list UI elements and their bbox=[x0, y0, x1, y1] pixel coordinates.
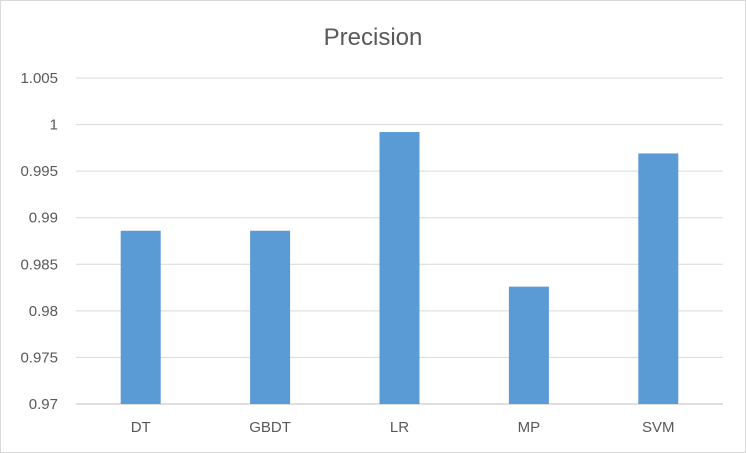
y-tick-label: 0.97 bbox=[29, 396, 58, 413]
x-tick-label-svm: SVM bbox=[642, 419, 675, 436]
bar-svm bbox=[638, 153, 679, 404]
x-tick-label-gbdt: GBDT bbox=[249, 419, 291, 436]
y-tick-label: 0.99 bbox=[29, 210, 58, 227]
bar-dt bbox=[120, 230, 161, 404]
y-tick-label: 1.005 bbox=[20, 70, 58, 87]
bar-lr bbox=[379, 132, 420, 404]
x-tick-label-dt: DT bbox=[131, 419, 151, 436]
y-tick-label: 0.985 bbox=[20, 256, 58, 273]
y-tick-label: 0.995 bbox=[20, 163, 58, 180]
bar-mp bbox=[508, 286, 549, 404]
chart-title: Precision bbox=[324, 24, 423, 51]
x-tick-label-mp: MP bbox=[518, 419, 541, 436]
y-tick-label: 0.98 bbox=[29, 303, 58, 320]
y-tick-label: 0.975 bbox=[20, 349, 58, 366]
bars bbox=[120, 132, 679, 404]
bar-gbdt bbox=[250, 230, 291, 404]
x-axis-labels: DT GBDT LR MP SVM bbox=[131, 419, 675, 436]
y-axis-ticks: 0.97 0.975 0.98 0.985 0.99 0.995 1 1.005 bbox=[20, 70, 58, 413]
y-tick-label: 1 bbox=[50, 117, 58, 134]
x-tick-label-lr: LR bbox=[390, 419, 409, 436]
